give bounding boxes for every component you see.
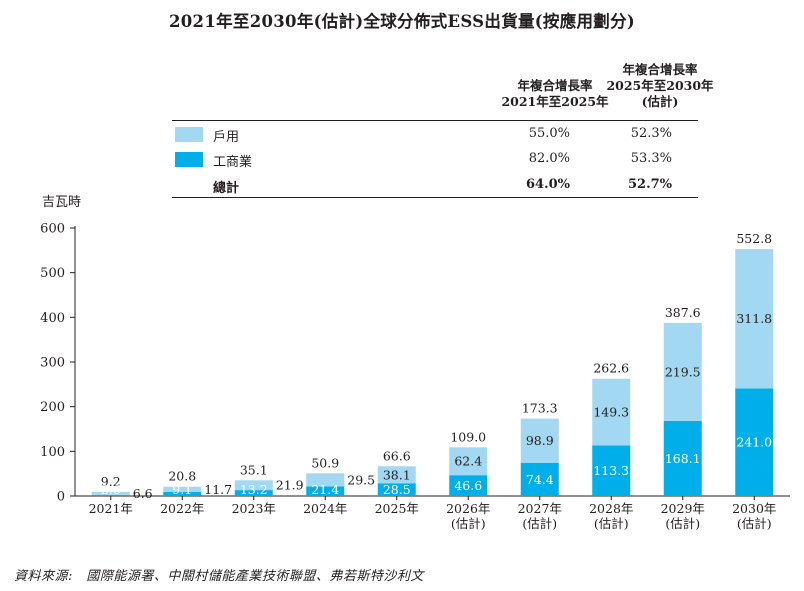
cagr-2025-2030-residential: 52.3% bbox=[630, 126, 672, 141]
commercial-value-label: 9.1 bbox=[172, 482, 192, 497]
legend-label-residential: 戶用 bbox=[213, 130, 240, 145]
x-tick-label: 2023年 bbox=[232, 501, 276, 516]
cagr-table-bottom-rule bbox=[172, 197, 698, 199]
commercial-value-label: 74.4 bbox=[526, 472, 554, 487]
total-value-label: 387.6 bbox=[665, 305, 701, 320]
cagr-header-line: (估計) bbox=[641, 94, 679, 109]
total-value-label: 552.8 bbox=[736, 231, 772, 246]
cagr-header-2025-2030: 年複合增長率 2025年至2030年 (估計) bbox=[601, 62, 719, 110]
cagr-table-rule bbox=[172, 120, 698, 122]
total-value-label: 35.1 bbox=[240, 462, 268, 477]
legend-row-total: 總計 64.0% 52.7% bbox=[175, 177, 705, 196]
y-tick-label: 0 bbox=[57, 490, 65, 505]
y-tick-label: 300 bbox=[40, 356, 65, 371]
commercial-value-label: 46.6 bbox=[454, 478, 482, 493]
total-value-label: 109.0 bbox=[450, 429, 486, 444]
residential-value-label: 149.3 bbox=[593, 405, 629, 420]
y-tick-label: 100 bbox=[40, 445, 65, 460]
commercial-value-label: 168.1 bbox=[665, 451, 701, 466]
cagr-header-line: 年複合增長率 bbox=[622, 62, 698, 77]
total-value-label: 9.2 bbox=[101, 474, 121, 489]
residential-value-label: 219.5 bbox=[665, 364, 701, 379]
x-tick-label: 2021年 bbox=[89, 501, 133, 516]
bar-residential bbox=[449, 447, 488, 476]
bar-commercial bbox=[663, 420, 702, 496]
x-tick-label: (估計) bbox=[594, 516, 629, 531]
bar-residential bbox=[234, 480, 273, 491]
cagr-header-2021-2025: 年複合增長率 2021年至2025年 bbox=[496, 78, 614, 110]
x-tick-label: 2030年 bbox=[732, 501, 776, 516]
total-value-label: 173.3 bbox=[522, 401, 558, 416]
total-value-label: 20.8 bbox=[168, 469, 196, 484]
x-tick-label: 2029年 bbox=[661, 501, 705, 516]
bar-residential bbox=[163, 486, 202, 492]
bar-commercial bbox=[377, 483, 416, 496]
bar-residential bbox=[735, 249, 774, 389]
chart-title: 2021年至2030年(估計)全球分佈式ESS出貨量(按應用劃分) bbox=[168, 12, 636, 31]
total-value-label: 66.6 bbox=[383, 448, 411, 463]
cagr-2025-2030-commercial: 53.3% bbox=[630, 151, 672, 166]
residential-value-label: 311.8 bbox=[736, 311, 772, 326]
y-tick-label: 600 bbox=[40, 222, 65, 237]
bar-residential bbox=[306, 473, 345, 487]
bar-commercial bbox=[163, 491, 202, 496]
y-tick-label: 500 bbox=[40, 266, 65, 281]
cagr-2025-2030-total: 52.7% bbox=[627, 177, 672, 192]
residential-value-label: 62.4 bbox=[454, 454, 482, 469]
cagr-header-line: 年複合增長率 bbox=[517, 78, 593, 93]
bar-commercial bbox=[735, 388, 774, 496]
cagr-2021-2025-commercial: 82.0% bbox=[528, 151, 570, 166]
y-tick-label: 200 bbox=[40, 400, 65, 415]
legend-label-total: 總計 bbox=[213, 181, 240, 196]
bar-residential bbox=[91, 491, 130, 495]
legend-swatch-commercial bbox=[175, 152, 203, 167]
bar-commercial bbox=[520, 462, 559, 496]
legend-row-commercial: 工商業 82.0% 53.3% bbox=[175, 151, 705, 170]
residential-value-label: 98.9 bbox=[526, 433, 554, 448]
x-tick-label: (估計) bbox=[737, 516, 772, 531]
x-tick-label: (估計) bbox=[522, 516, 557, 531]
cagr-2021-2025-residential: 55.0% bbox=[528, 126, 570, 141]
bar-residential bbox=[592, 378, 631, 446]
y-tick-label: 400 bbox=[40, 311, 65, 326]
commercial-value-label: 13.2 bbox=[240, 482, 268, 497]
cagr-2021-2025-total: 64.0% bbox=[525, 177, 570, 192]
x-tick-label: 2028年 bbox=[589, 501, 633, 516]
bar-residential bbox=[663, 322, 702, 421]
legend-row-residential: 戶用 55.0% 52.3% bbox=[175, 126, 705, 145]
commercial-value-label: 2.6 bbox=[101, 482, 121, 497]
residential-value-label: 6.6 bbox=[133, 486, 153, 501]
residential-value-label: 38.1 bbox=[383, 467, 411, 482]
residential-value-label: 29.5 bbox=[347, 472, 375, 487]
residential-value-label: 21.9 bbox=[276, 478, 304, 493]
bar-commercial bbox=[234, 490, 273, 496]
source-note: 資料來源: 國際能源署、中關村儲能產業技術聯盟、弗若斯特沙利文 bbox=[14, 569, 424, 584]
x-tick-label: (估計) bbox=[665, 516, 700, 531]
x-tick-label: 2025年 bbox=[375, 501, 419, 516]
cagr-header-line: 2021年至2025年 bbox=[501, 94, 609, 109]
bar-residential bbox=[377, 466, 416, 484]
bar-residential bbox=[520, 418, 559, 463]
cagr-header-line: 2025年至2030年 bbox=[606, 78, 714, 93]
x-tick-label: (估計) bbox=[451, 516, 486, 531]
x-tick-label: 2027年 bbox=[518, 501, 562, 516]
x-tick-label: 2022年 bbox=[160, 501, 204, 516]
legend-swatch-residential bbox=[175, 127, 203, 142]
y-axis-unit-label: 吉瓦時 bbox=[42, 195, 82, 210]
commercial-value-label: 21.4 bbox=[311, 482, 339, 497]
x-tick-label: 2024年 bbox=[303, 501, 347, 516]
bar-commercial bbox=[449, 475, 488, 496]
bar-commercial bbox=[306, 486, 345, 496]
commercial-value-label: 241.0 bbox=[736, 435, 772, 450]
total-value-label: 262.6 bbox=[593, 361, 629, 376]
residential-value-label: 11.7 bbox=[204, 482, 232, 497]
commercial-value-label: 113.3 bbox=[593, 463, 629, 478]
total-value-label: 50.9 bbox=[311, 455, 339, 470]
bar-commercial bbox=[91, 494, 130, 496]
bar-commercial bbox=[592, 445, 631, 496]
legend-label-commercial: 工商業 bbox=[213, 155, 253, 170]
commercial-value-label: 28.5 bbox=[383, 482, 411, 497]
x-tick-label: 2026年 bbox=[446, 501, 490, 516]
